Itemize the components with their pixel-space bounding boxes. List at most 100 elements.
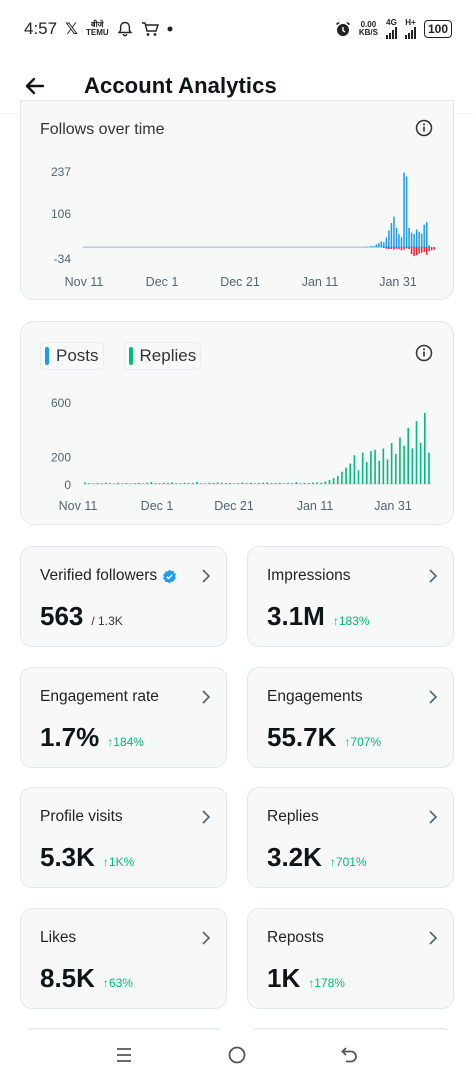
y-tick-label: 237 (51, 165, 71, 179)
legend-replies-label: Replies (139, 346, 197, 365)
replies-bar (428, 452, 430, 484)
stat-card-verified-followers[interactable]: Verified followers 563 / 1.3K (20, 546, 227, 647)
follows-bar (378, 243, 380, 248)
unfollows-bar (403, 247, 405, 250)
menu-button[interactable] (106, 1037, 142, 1073)
replies-bar (150, 481, 153, 484)
replies-bar (187, 482, 190, 484)
replies-bar (88, 483, 91, 484)
replies-bar (303, 483, 306, 484)
bell-icon (117, 21, 133, 37)
replies-bar (370, 451, 372, 484)
verified-badge-icon (163, 569, 177, 583)
unfollows-bar (408, 247, 410, 250)
stat-value-row: 5.3K ↑1K% (40, 842, 134, 873)
info-icon[interactable] (415, 344, 433, 362)
stat-label: Likes (40, 929, 76, 947)
dot-icon (167, 26, 173, 32)
follows-bar (415, 229, 418, 248)
signal-2: H+ (404, 18, 416, 39)
replies-bar (386, 459, 389, 484)
replies-bar (278, 482, 281, 484)
x-tick-label: Dec 21 (220, 275, 260, 289)
follows-chart-title: Follows over time (40, 121, 165, 138)
replies-bar (204, 483, 207, 484)
stat-label: Engagement rate (40, 688, 159, 706)
follows-bar (418, 231, 420, 248)
replies-bar (237, 483, 240, 484)
stat-label-text: Engagements (267, 688, 363, 705)
replies-bar (142, 483, 144, 484)
status-bar: 4:57 𝕏 बीजे TEMU 0.00 KB/S 4G H+ 100 (0, 0, 474, 58)
stat-card-likes[interactable]: Likes 8.5K ↑63% (20, 908, 227, 1009)
replies-bar (167, 482, 169, 484)
replies-bar (295, 482, 298, 484)
stat-label-text: Replies (267, 808, 319, 825)
back-nav-button[interactable] (332, 1037, 368, 1073)
follows-bar (390, 223, 393, 248)
net-1-label: 4G (386, 18, 397, 27)
x-tick-label: Dec 1 (146, 275, 179, 289)
chevron-right-icon (202, 931, 211, 945)
page-title: Account Analytics (84, 72, 277, 98)
cart-icon (141, 22, 159, 36)
stat-value: 3.2K (267, 842, 322, 872)
replies-bar (328, 479, 331, 484)
stat-value-row: 563 / 1.3K (40, 601, 123, 632)
info-icon[interactable] (415, 119, 433, 137)
legend-posts[interactable]: Posts (40, 342, 104, 370)
stat-card-engagements[interactable]: Engagements 55.7K ↑707% (247, 667, 454, 768)
stat-delta: ↑63% (102, 976, 133, 990)
replies-bar (357, 470, 360, 484)
replies-bar (191, 483, 194, 484)
follows-bar (365, 246, 367, 248)
replies-bar (320, 482, 323, 484)
y-tick-label: -34 (54, 252, 72, 266)
net-2-label: H+ (405, 18, 416, 27)
stat-value-row: 55.7K ↑707% (267, 722, 381, 753)
stat-label-text: Engagement rate (40, 688, 159, 705)
replies-bar (220, 482, 223, 484)
stat-label: Verified followers (40, 567, 177, 585)
chevron-right-icon (202, 690, 211, 704)
legend-replies[interactable]: Replies (123, 342, 202, 370)
replies-bar (266, 482, 269, 484)
replies-bar (411, 448, 414, 484)
stat-label: Replies (267, 808, 319, 826)
stat-card-engagement-rate[interactable]: Engagement rate 1.7% ↑184% (20, 667, 227, 768)
follows-bar (385, 237, 388, 248)
stat-card-reposts[interactable]: Reposts 1K ↑178% (247, 908, 454, 1009)
replies-bar (312, 482, 314, 484)
replies-bar (423, 412, 426, 484)
x-tick-label: Jan 31 (374, 499, 412, 513)
replies-bar (332, 477, 335, 484)
chevron-right-icon (429, 569, 438, 583)
stat-value-row: 1.7% ↑184% (40, 722, 144, 753)
follows-bar (403, 172, 405, 248)
unfollows-bar (423, 247, 425, 252)
arrow-left-icon (25, 77, 45, 94)
stat-card-impressions[interactable]: Impressions 3.1M ↑183% (247, 546, 454, 647)
stat-value-row: 1K ↑178% (267, 963, 345, 994)
replies-bar (307, 482, 310, 484)
alarm-icon (335, 21, 350, 36)
replies-bar (216, 482, 219, 484)
follows-bar (413, 234, 415, 248)
replies-bar (299, 483, 302, 484)
replies-bar (129, 483, 132, 484)
replies-bar (175, 483, 178, 484)
stat-card-replies[interactable]: Replies 3.2K ↑701% (247, 787, 454, 888)
home-button[interactable] (219, 1037, 255, 1073)
follows-bar (388, 230, 390, 248)
menu-icon (117, 1048, 132, 1062)
follows-bar (393, 216, 395, 248)
y-tick-label: 600 (51, 396, 71, 410)
signal-icon-2 (404, 27, 416, 39)
stat-card-profile-visits[interactable]: Profile visits 5.3K ↑1K% (20, 787, 227, 888)
replies-bar (316, 482, 318, 484)
stat-value: 5.3K (40, 842, 95, 872)
replies-bar (324, 481, 327, 484)
back-button[interactable] (20, 71, 50, 101)
stat-value: 8.5K (40, 963, 95, 993)
replies-bar (241, 482, 244, 484)
